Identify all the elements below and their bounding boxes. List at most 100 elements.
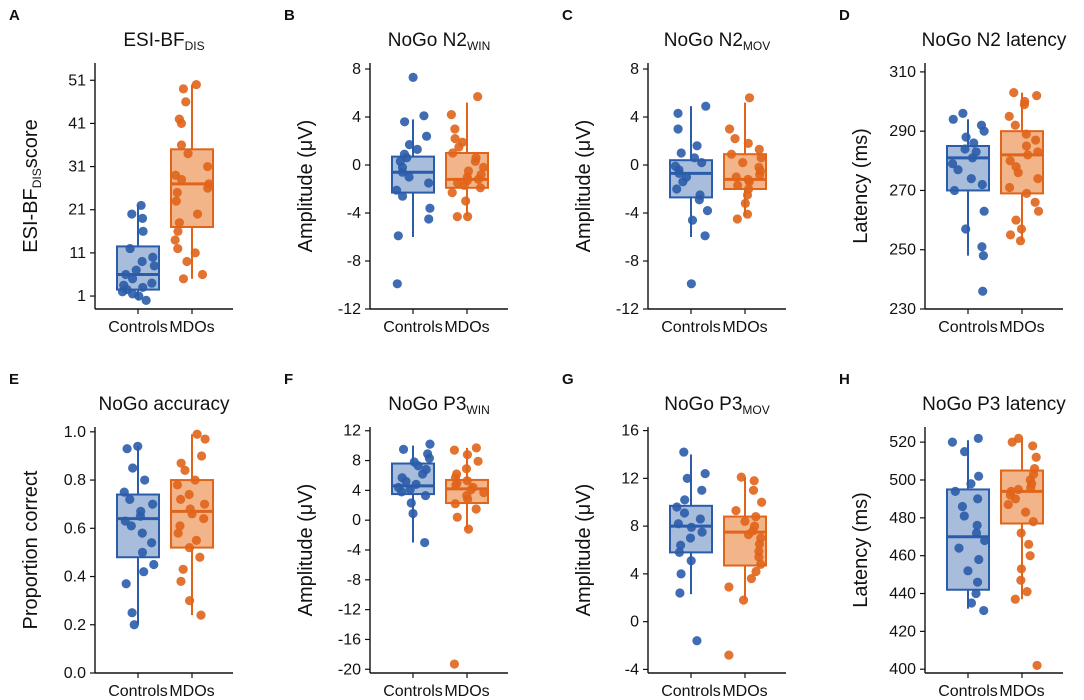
- data-point: [960, 144, 970, 154]
- x-tick-label: Controls: [938, 319, 998, 336]
- data-point: [1033, 173, 1043, 184]
- data-point: [173, 528, 183, 538]
- data-point: [452, 512, 462, 522]
- data-point: [979, 206, 989, 216]
- y-tick-label: -20: [338, 661, 361, 678]
- data-point: [131, 265, 141, 275]
- data-point: [421, 131, 432, 141]
- y-tick-label: 8: [352, 61, 361, 78]
- group-mdos: [445, 443, 489, 669]
- y-tick-label: -4: [625, 205, 639, 222]
- data-point: [695, 514, 705, 524]
- y-tick-label: -8: [625, 253, 639, 270]
- data-point: [724, 124, 735, 134]
- data-point: [1022, 188, 1032, 199]
- data-point: [724, 582, 734, 592]
- data-point: [733, 180, 743, 190]
- y-tick-label: 1.0: [64, 424, 86, 441]
- data-point: [147, 278, 157, 288]
- title-main: NoGo P3 latency: [922, 394, 1066, 415]
- data-point: [462, 476, 472, 486]
- data-point: [973, 494, 983, 504]
- data-point: [697, 527, 707, 537]
- data-point: [197, 269, 208, 280]
- data-point: [958, 108, 968, 118]
- data-point: [1011, 162, 1021, 172]
- y-axis-label: Proportion correct: [20, 470, 42, 629]
- data-point: [125, 243, 135, 254]
- data-point: [1031, 452, 1041, 462]
- y-tick-label: -12: [338, 301, 361, 318]
- data-point: [421, 464, 431, 475]
- x-tick-label: Controls: [383, 319, 443, 336]
- data-point: [961, 132, 971, 142]
- data-point: [453, 178, 463, 188]
- group-controls: [116, 200, 160, 305]
- data-point: [479, 488, 489, 498]
- data-point: [1009, 88, 1019, 98]
- data-point: [738, 595, 749, 605]
- data-point: [404, 140, 415, 150]
- x-tick-label: MDOs: [999, 683, 1044, 700]
- data-point: [732, 214, 742, 224]
- data-point: [948, 114, 958, 124]
- panel-title: NoGo accuracy: [99, 394, 230, 415]
- data-point: [676, 569, 686, 579]
- group-controls: [946, 433, 990, 616]
- data-point: [1004, 111, 1014, 121]
- data-point: [1022, 587, 1032, 597]
- data-point: [137, 547, 148, 558]
- data-point: [743, 138, 753, 148]
- data-point: [977, 179, 987, 190]
- y-tick-label: 310: [889, 64, 916, 81]
- data-point: [138, 282, 148, 293]
- data-point: [408, 508, 418, 519]
- panel-letter: E: [9, 371, 19, 388]
- data-point: [746, 574, 756, 584]
- data-point: [966, 479, 976, 489]
- data-point: [731, 505, 741, 516]
- title-main: NoGo N2: [664, 30, 743, 51]
- data-point: [199, 514, 209, 524]
- y-label-main: Amplitude (μV): [573, 484, 595, 617]
- y-tick-label: 0: [630, 157, 639, 174]
- x-tick-label: Controls: [108, 683, 168, 700]
- panel-title: NoGo N2MOV: [664, 30, 771, 53]
- title-main: NoGo N2 latency: [922, 30, 1067, 51]
- data-point: [1028, 441, 1038, 451]
- data-point: [702, 206, 713, 216]
- x-tick-label: Controls: [938, 683, 998, 700]
- y-tick-label: 1: [77, 288, 86, 305]
- data-point: [393, 482, 404, 492]
- data-point: [392, 279, 402, 289]
- data-point: [449, 445, 460, 455]
- data-point: [947, 437, 958, 447]
- y-tick-label: 16: [621, 423, 639, 440]
- data-point: [200, 434, 210, 444]
- data-point: [959, 511, 969, 521]
- data-point: [121, 579, 131, 589]
- data-point: [447, 188, 457, 198]
- data-point: [181, 97, 191, 107]
- x-tick-label: Controls: [383, 683, 443, 700]
- y-label-main: Amplitude (μV): [573, 120, 595, 253]
- y-label-subscript: DIS: [30, 168, 44, 188]
- data-point: [133, 441, 143, 451]
- data-point: [1032, 660, 1042, 671]
- data-point: [140, 475, 150, 485]
- y-tick-label: 0.8: [64, 472, 86, 489]
- data-point: [170, 235, 180, 245]
- data-point: [679, 508, 690, 518]
- y-tick-label: 520: [889, 434, 916, 451]
- x-tick-label: MDOs: [444, 683, 489, 700]
- y-tick-label: 420: [889, 623, 916, 640]
- data-point: [950, 486, 960, 496]
- data-point: [757, 497, 767, 507]
- data-point: [673, 519, 684, 529]
- data-point: [461, 196, 471, 206]
- data-point: [1004, 182, 1015, 193]
- title-subscript: WIN: [466, 403, 489, 417]
- data-point: [1031, 135, 1041, 145]
- title-subscript: WIN: [467, 39, 490, 53]
- title-main: NoGo P3: [664, 394, 742, 415]
